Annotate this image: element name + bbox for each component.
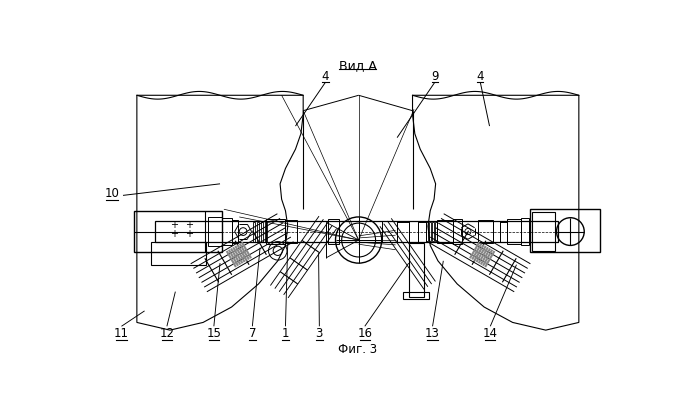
Bar bbox=[328, 219, 340, 244]
Text: 4: 4 bbox=[322, 70, 329, 83]
Bar bbox=[426, 222, 428, 241]
Text: 4: 4 bbox=[477, 70, 484, 83]
Text: 7: 7 bbox=[249, 328, 256, 340]
Bar bbox=[428, 222, 431, 241]
Text: Фиг. 3: Фиг. 3 bbox=[338, 343, 377, 355]
Bar bbox=[151, 242, 206, 265]
Bar bbox=[403, 292, 429, 299]
Bar bbox=[253, 222, 255, 242]
Text: +: + bbox=[185, 220, 193, 229]
Bar bbox=[257, 222, 259, 242]
Text: 14: 14 bbox=[483, 328, 498, 340]
Bar bbox=[231, 220, 238, 243]
Text: 11: 11 bbox=[114, 328, 129, 340]
Bar bbox=[222, 218, 231, 245]
Bar bbox=[532, 212, 555, 251]
Text: 1: 1 bbox=[282, 328, 289, 340]
Bar bbox=[435, 222, 437, 241]
Text: 10: 10 bbox=[105, 187, 120, 200]
Bar bbox=[493, 221, 500, 243]
Bar bbox=[478, 220, 493, 243]
Text: 12: 12 bbox=[159, 328, 174, 340]
Bar bbox=[409, 243, 424, 297]
Text: +: + bbox=[170, 220, 178, 229]
Bar bbox=[437, 220, 452, 243]
Bar bbox=[154, 221, 558, 243]
Text: 16: 16 bbox=[357, 328, 373, 340]
Bar bbox=[208, 217, 222, 246]
Bar bbox=[500, 222, 507, 242]
Bar bbox=[507, 219, 521, 244]
Text: 13: 13 bbox=[425, 328, 440, 340]
Bar bbox=[382, 221, 397, 243]
Text: +: + bbox=[170, 229, 178, 239]
Bar bbox=[134, 211, 222, 252]
Bar bbox=[521, 218, 528, 245]
Bar bbox=[452, 219, 462, 244]
Text: 9: 9 bbox=[431, 70, 438, 83]
Bar bbox=[397, 222, 409, 242]
Bar bbox=[266, 219, 285, 244]
Bar bbox=[261, 222, 263, 242]
Text: +: + bbox=[185, 229, 193, 239]
Text: 15: 15 bbox=[206, 328, 222, 340]
Bar bbox=[265, 222, 267, 242]
Bar bbox=[409, 221, 418, 243]
Text: Вид А: Вид А bbox=[339, 59, 377, 72]
Text: 3: 3 bbox=[316, 328, 323, 340]
Bar bbox=[530, 209, 600, 252]
Bar bbox=[285, 220, 297, 243]
Bar bbox=[432, 222, 434, 241]
Bar bbox=[418, 222, 426, 242]
